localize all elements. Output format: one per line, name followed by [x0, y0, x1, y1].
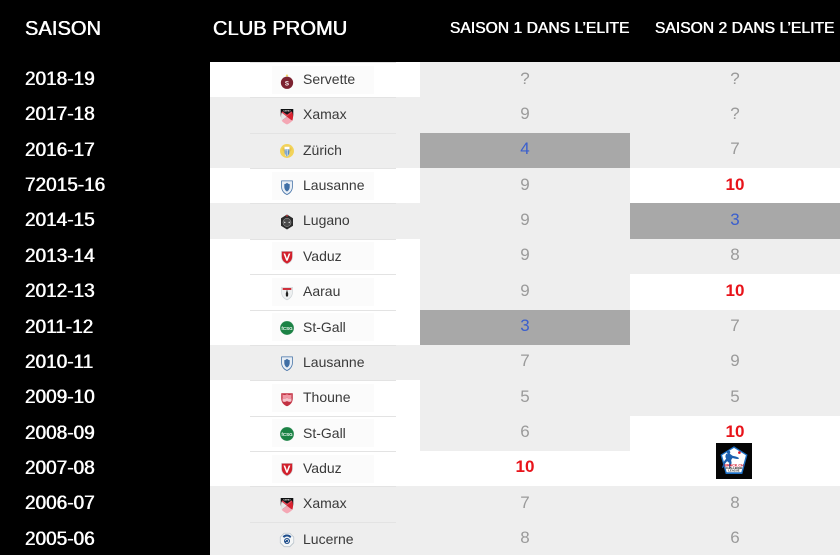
svg-text:LEAGUE: LEAGUE — [728, 469, 739, 473]
svg-text:fCSG: fCSG — [281, 432, 293, 437]
svg-text:XAMAX: XAMAX — [283, 109, 291, 112]
svg-text:fCSG: fCSG — [281, 326, 293, 331]
svg-text:XAMAX: XAMAX — [283, 498, 291, 501]
svg-text:S: S — [285, 80, 289, 87]
